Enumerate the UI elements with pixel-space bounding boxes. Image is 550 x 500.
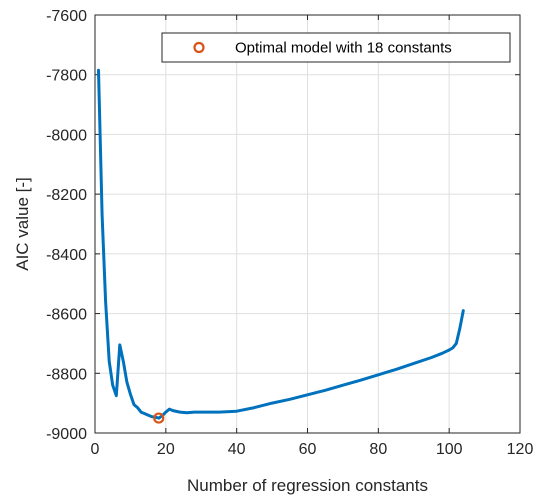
x-tick-label: 0 (91, 441, 100, 458)
y-tick-label: -8200 (46, 187, 87, 204)
y-tick-label: -9000 (46, 426, 87, 443)
y-tick-label: -7600 (46, 8, 87, 25)
series-layer (97, 68, 465, 424)
y-tick-label: -8000 (46, 127, 87, 144)
axis-ticks: 0 20 40 60 80 100 120 -9000 -8800 -8600 -8400 -8200… (46, 8, 533, 458)
x-tick-label: 20 (157, 441, 175, 458)
x-axis-label: Number of regression constants (187, 476, 428, 495)
y-tick-label: -8400 (46, 247, 87, 264)
y-tick-label: -7800 (46, 68, 87, 85)
aic-series-line (97, 68, 465, 420)
x-tick-label: 80 (369, 441, 387, 458)
y-tick-label: -8600 (46, 307, 87, 324)
y-tick-label: -8800 (46, 366, 87, 383)
legend: Optimal model with 18 constants (161, 32, 511, 63)
grid (94, 14, 521, 434)
x-tick-label: 120 (507, 441, 534, 458)
legend-entry-label: Optimal model with 18 constants (235, 40, 452, 57)
x-tick-label: 40 (228, 441, 246, 458)
x-tick-label: 60 (299, 441, 317, 458)
legend-box (161, 32, 511, 63)
y-axis-label: AIC value [-] (13, 177, 32, 271)
optimal-model-marker (153, 412, 165, 424)
legend-marker-icon (193, 41, 205, 54)
x-tick-label: 100 (436, 441, 463, 458)
